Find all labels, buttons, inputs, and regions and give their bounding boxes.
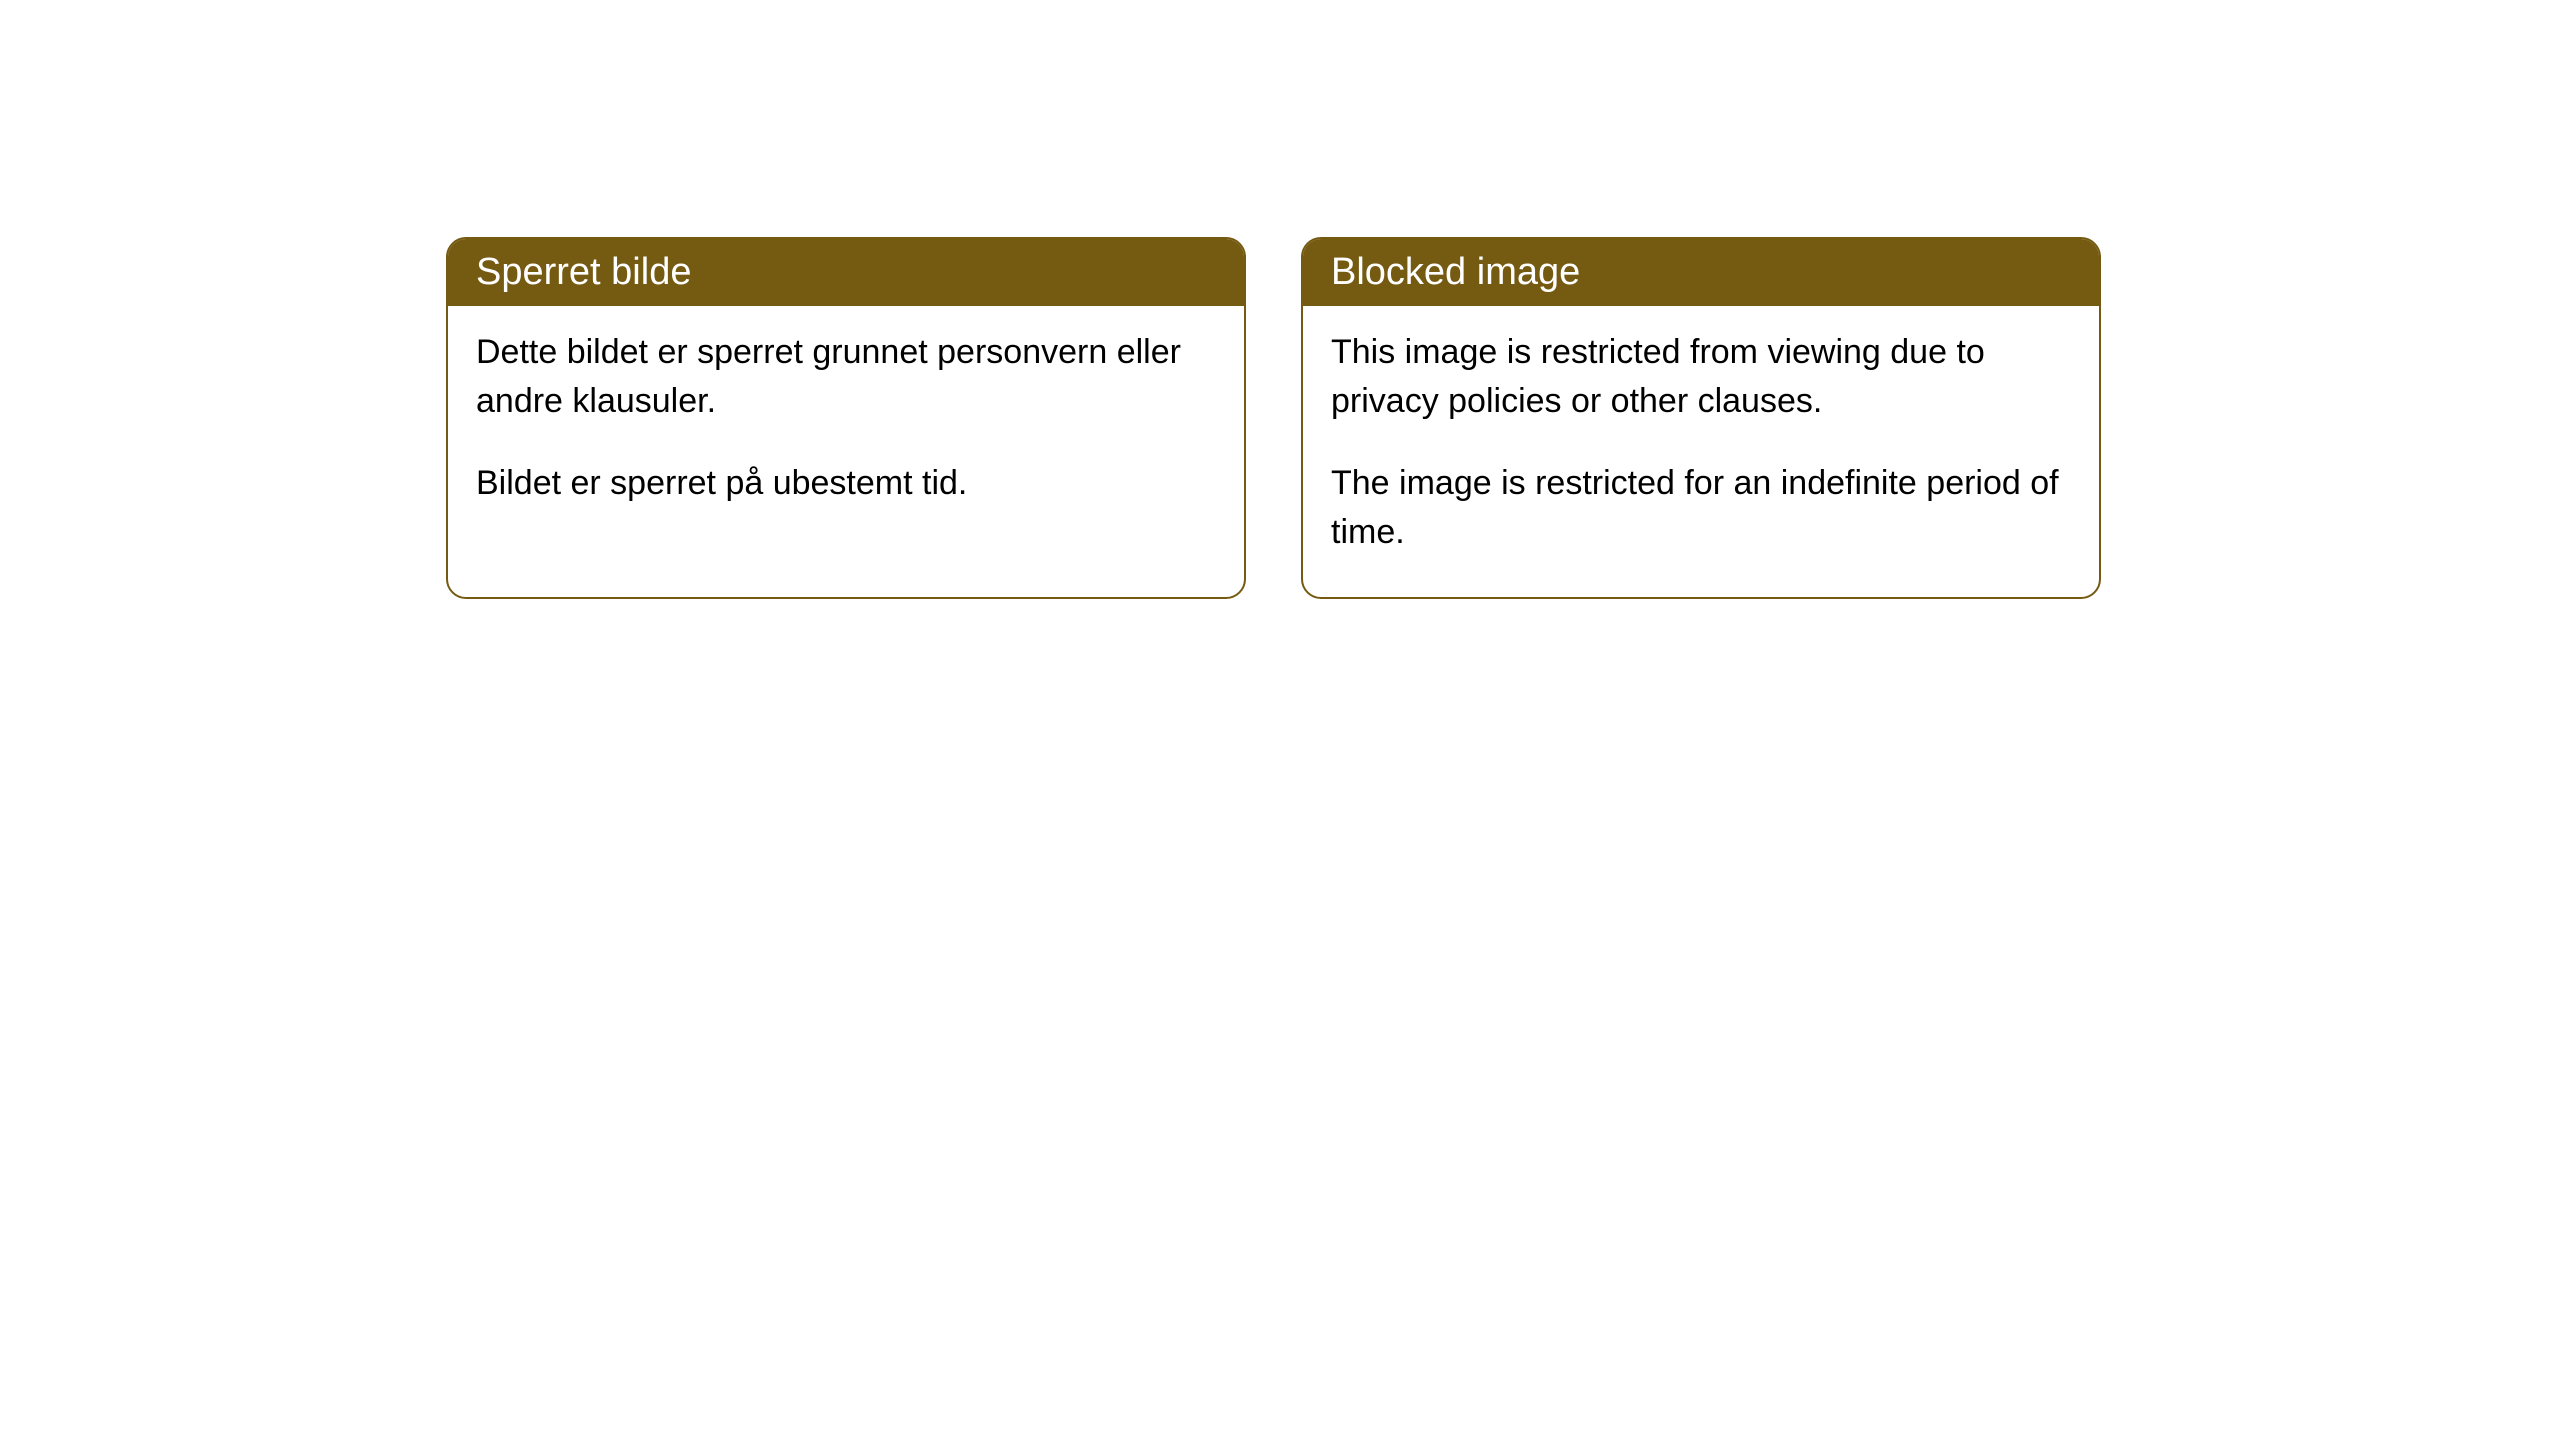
card-paragraph: Dette bildet er sperret grunnet personve… [476, 328, 1216, 427]
notice-card-english: Blocked image This image is restricted f… [1301, 237, 2101, 599]
card-paragraph: This image is restricted from viewing du… [1331, 328, 2071, 427]
card-title: Blocked image [1303, 239, 2099, 306]
card-body: Dette bildet er sperret grunnet personve… [448, 306, 1244, 548]
notice-cards-container: Sperret bilde Dette bildet er sperret gr… [446, 237, 2560, 599]
card-paragraph: The image is restricted for an indefinit… [1331, 459, 2071, 558]
card-paragraph: Bildet er sperret på ubestemt tid. [476, 459, 1216, 508]
card-title: Sperret bilde [448, 239, 1244, 306]
notice-card-norwegian: Sperret bilde Dette bildet er sperret gr… [446, 237, 1246, 599]
card-body: This image is restricted from viewing du… [1303, 306, 2099, 597]
